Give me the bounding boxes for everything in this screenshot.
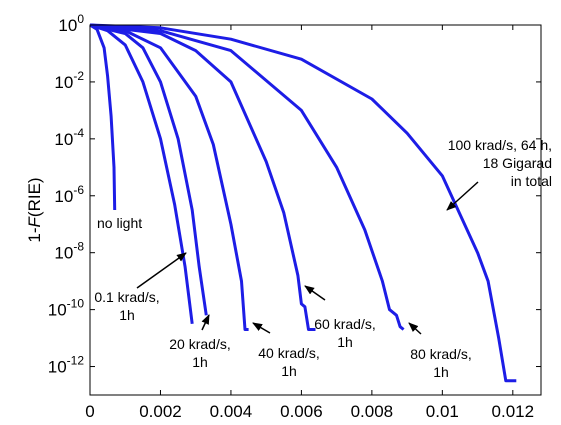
y-tick-label: 10-4 <box>54 126 84 149</box>
annotation-arrow <box>446 181 479 211</box>
y-axis-label: 1-F(RIE) <box>25 177 44 242</box>
x-tick-label: 0.008 <box>351 402 394 421</box>
plot-frame <box>89 24 542 396</box>
plot-background <box>90 25 541 395</box>
annotation-arrow <box>304 285 326 301</box>
series-line-6 <box>89 23 517 383</box>
y-tick-label: 10-6 <box>54 183 84 206</box>
annotation-arrow <box>252 322 271 334</box>
annotation-label: 80 krad/s, 1h <box>410 346 471 380</box>
y-tick-label: 10-2 <box>54 69 84 92</box>
x-tick-label: 0.002 <box>139 402 182 421</box>
tick-marks <box>89 24 541 395</box>
series-line-3 <box>89 23 249 331</box>
y-tick-labels: 100 10-2 10-4 10-6 10-8 10-10 10-12 <box>48 12 85 377</box>
x-tick-label: 0 <box>85 402 94 421</box>
annotation-label: no light <box>97 215 142 231</box>
x-tick-label: 0.01 <box>426 402 459 421</box>
annotation-label: 40 krad/s, 1h <box>258 345 319 379</box>
x-tick-label: 0.006 <box>280 402 323 421</box>
annotation-arrow <box>136 252 187 289</box>
annotation-label: 60 krad/s, 1h <box>314 316 375 350</box>
annotation-arrow <box>201 314 210 331</box>
y-tick-label: 10-8 <box>54 240 84 263</box>
series-line-2 <box>89 23 208 316</box>
y-tick-label: 100 <box>58 12 84 35</box>
x-tick-label: 0.012 <box>492 402 535 421</box>
y-tick-label: 10-12 <box>48 354 85 377</box>
annotation-arrow <box>408 322 422 335</box>
x-tick-label: 0.004 <box>210 402 253 421</box>
series-line-0 <box>89 23 117 211</box>
series-line-4 <box>89 23 316 331</box>
annotations: 100 krad/s, 64 h, 18 Gigarad in total no li… <box>94 137 552 380</box>
annotation-label: 20 krad/s, 1h <box>169 336 230 370</box>
x-tick-labels: 0 0.002 0.004 0.006 0.008 0.01 0.012 <box>85 402 534 421</box>
series-layer <box>89 23 517 383</box>
annotation-label: 100 krad/s, 64 h, 18 Gigarad in total <box>448 137 552 189</box>
y-tick-label: 10-10 <box>48 297 85 320</box>
annotation-label: 0.1 krad/s, 1h <box>94 289 159 323</box>
series-line-5 <box>89 23 405 331</box>
